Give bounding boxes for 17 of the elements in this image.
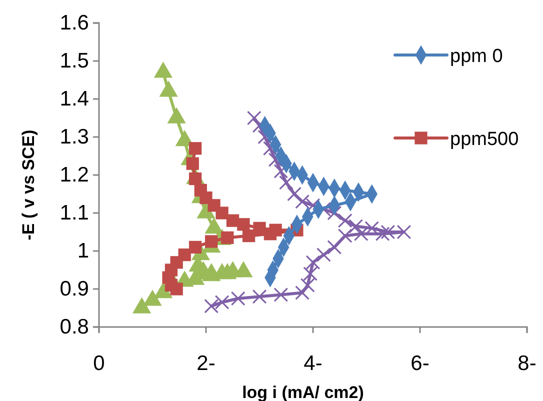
y-tick-label: 0.8 xyxy=(60,316,89,339)
y-tick-label: 1.2 xyxy=(60,164,89,187)
y-tick-label: 1.4 xyxy=(60,88,90,111)
legend-label: ppm 0 xyxy=(450,46,503,67)
y-axis-title: -E ( v vs SCE) xyxy=(19,130,38,240)
x-tick-label: 4- xyxy=(304,352,322,375)
y-tick-label: 1.1 xyxy=(60,202,89,225)
y-tick-label: 1 xyxy=(77,240,89,263)
legend-label: ppm500 xyxy=(450,129,519,150)
x-tick-label: 8- xyxy=(518,352,536,375)
x-tick-label: 2- xyxy=(196,352,216,375)
x-tick-label: 6- xyxy=(410,352,430,375)
y-tick-label: 1.3 xyxy=(60,126,89,149)
y-tick-label: 0.9 xyxy=(60,278,89,301)
x-tick-label: 0 xyxy=(93,352,105,375)
y-tick-label: 1.6 xyxy=(60,12,89,35)
y-tick-label: 1.5 xyxy=(60,50,89,73)
